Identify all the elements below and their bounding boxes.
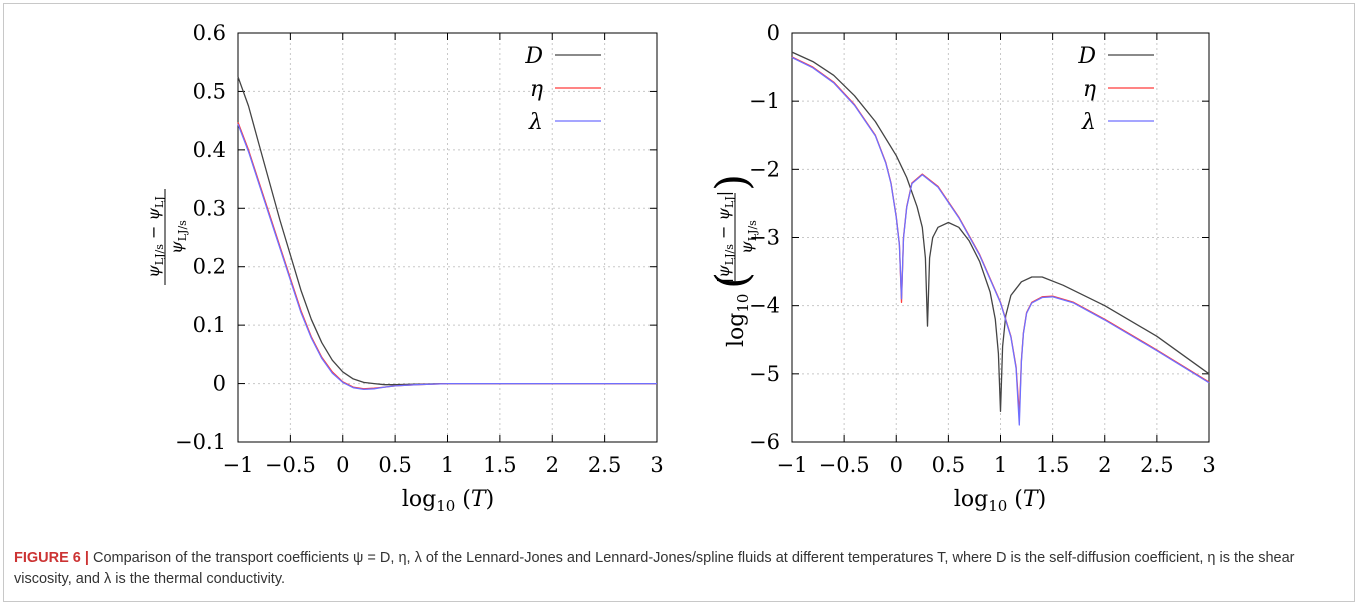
right-x-tick-label: 0	[890, 453, 903, 477]
right-x-tick-label: −1	[777, 453, 808, 477]
left-legend-label-lambda: λ	[528, 110, 543, 135]
right-y-tick-label: −4	[749, 294, 780, 318]
right-series	[791, 51, 1210, 426]
right-series-line-D	[791, 51, 1210, 412]
left-legend-label-eta: η	[530, 77, 543, 102]
svg-text:log10: log10	[724, 294, 752, 347]
left-legend: Dηλ	[524, 44, 601, 135]
right-y-tick-label: −3	[749, 226, 780, 250]
left-x-tick-label: 2.5	[588, 453, 621, 477]
left-x-tick-label: 1	[441, 453, 454, 477]
left-y-axis-label: ψLJ/s − ψLJ ψLJ/s	[144, 189, 189, 285]
left-x-tick-label: 2	[546, 453, 559, 477]
left-y-tick-label: 0.6	[193, 21, 226, 45]
svg-text:ψLJ/s − ψLJ: ψLJ/s − ψLJ	[144, 196, 166, 277]
figure-charts: −1 −0.5 0 0.5 1 1.5 2 2.5 3 −0.1 0 0.1 0.2 0.3 0.4 0.5 0…	[144, 21, 1216, 515]
right-legend: Dηλ	[1077, 44, 1154, 135]
left-y-tick-label: 0	[213, 372, 226, 396]
left-y-tick-label: −0.1	[175, 430, 226, 454]
right-legend-label-D: D	[1077, 44, 1096, 69]
svg-text:(: (	[707, 272, 758, 289]
left-x-tick-label: −0.5	[265, 453, 316, 477]
right-legend-label-lambda: λ	[1081, 110, 1096, 135]
right-legend-label-eta: η	[1083, 77, 1096, 102]
left-y-tick-label: 0.2	[193, 255, 226, 279]
left-series-line-lambda	[237, 123, 657, 391]
left-legend-label-D: D	[524, 44, 543, 69]
right-x-tick-label: 2.5	[1140, 453, 1173, 477]
right-x-tick-label: 3	[1202, 453, 1215, 477]
right-x-tick-label: 2	[1098, 453, 1111, 477]
right-x-tick-label: 1	[994, 453, 1007, 477]
left-x-tick-label: 0	[336, 453, 349, 477]
figure-label: FIGURE 6 |	[14, 550, 89, 566]
right-x-tick-label: 0.5	[932, 453, 965, 477]
right-ticks: −1 −0.5 0 0.5 1 1.5 2 2.5 3 −6 −5 −4 −3 −2 −1 0	[749, 21, 1216, 477]
caption-text: Comparison of the transport coefficients…	[14, 550, 1295, 587]
left-x-tick-label: −1	[223, 453, 254, 477]
left-y-tick-label: 0.4	[193, 138, 226, 162]
right-y-axis-label: log10 ( |ψLJ/s − ψLJ| ψLJ/s )	[707, 174, 759, 347]
left-x-tick-label: 3	[650, 453, 663, 477]
figure-frame	[3, 3, 1355, 602]
right-chart: −1 −0.5 0 0.5 1 1.5 2 2.5 3 −6 −5 −4 −3 −2 −1 0 Dηλ log…	[707, 21, 1216, 515]
right-x-tick-label: −0.5	[819, 453, 870, 477]
svg-text:|ψLJ/s − ψLJ|: |ψLJ/s − ψLJ|	[714, 191, 736, 283]
right-series-line-lambda	[791, 56, 1210, 426]
svg-text:ψLJ/s: ψLJ/s	[737, 220, 759, 254]
right-y-tick-label: −6	[749, 430, 780, 454]
left-x-tick-label: 0.5	[378, 453, 411, 477]
right-y-tick-label: −2	[749, 157, 780, 181]
left-x-tick-label: 1.5	[483, 453, 516, 477]
left-y-tick-label: 0.5	[193, 79, 226, 103]
right-x-axis-label: log10 (T)	[954, 487, 1046, 515]
svg-text:): )	[707, 174, 758, 191]
svg-text:ψLJ/s: ψLJ/s	[167, 220, 189, 254]
right-x-tick-label: 1.5	[1036, 453, 1069, 477]
right-y-tick-label: −5	[749, 362, 780, 386]
left-grid	[238, 33, 657, 442]
right-series-line-eta	[791, 56, 1210, 416]
right-y-tick-label: 0	[767, 21, 780, 45]
figure-caption: FIGURE 6 | Comparison of the transport c…	[14, 548, 1344, 590]
left-x-axis-label: log10 (T)	[402, 487, 494, 515]
right-grid	[792, 33, 1209, 442]
left-y-tick-label: 0.3	[193, 196, 226, 220]
left-series	[237, 76, 657, 391]
left-chart: −1 −0.5 0 0.5 1 1.5 2 2.5 3 −0.1 0 0.1 0.2 0.3 0.4 0.5 0…	[144, 21, 664, 515]
right-y-tick-label: −1	[749, 89, 780, 113]
left-y-tick-label: 0.1	[193, 313, 226, 337]
left-ticks: −1 −0.5 0 0.5 1 1.5 2 2.5 3 −0.1 0 0.1 0.2 0.3 0.4 0.5 0…	[175, 21, 664, 477]
